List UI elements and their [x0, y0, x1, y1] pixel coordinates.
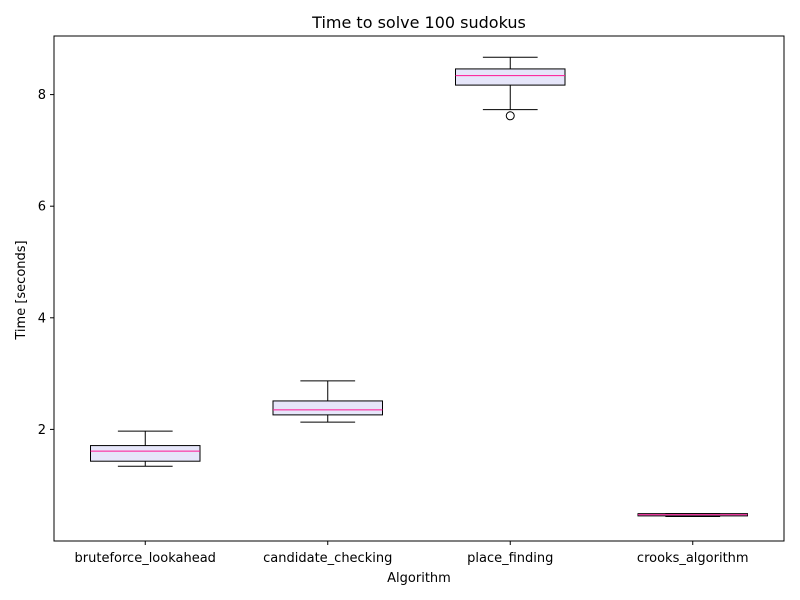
- outlier-point: [505, 111, 515, 121]
- x-tick-label: candidate_checking: [263, 551, 392, 566]
- x-axis-label: Algorithm: [387, 571, 451, 586]
- y-axis-label: Time [seconds]: [14, 240, 29, 340]
- box-iqr: [272, 400, 383, 416]
- x-tick-label: place_finding: [467, 551, 553, 566]
- y-tick-label: 4: [38, 311, 46, 326]
- box-iqr: [455, 68, 566, 86]
- axes-frame: [53, 35, 785, 542]
- box-iqr: [90, 445, 201, 462]
- y-tick-label: 6: [38, 200, 46, 215]
- chart-title: Time to solve 100 sudokus: [311, 13, 526, 32]
- y-tick-label: 2: [38, 423, 46, 438]
- x-tick-label: bruteforce_lookahead: [75, 551, 216, 566]
- plot-area: 2 4 6 8 bruteforce_lookahead candidate_checki…: [38, 56, 749, 566]
- x-tick-label: crooks_algorithm: [637, 551, 749, 566]
- y-tick-label: 8: [38, 88, 46, 103]
